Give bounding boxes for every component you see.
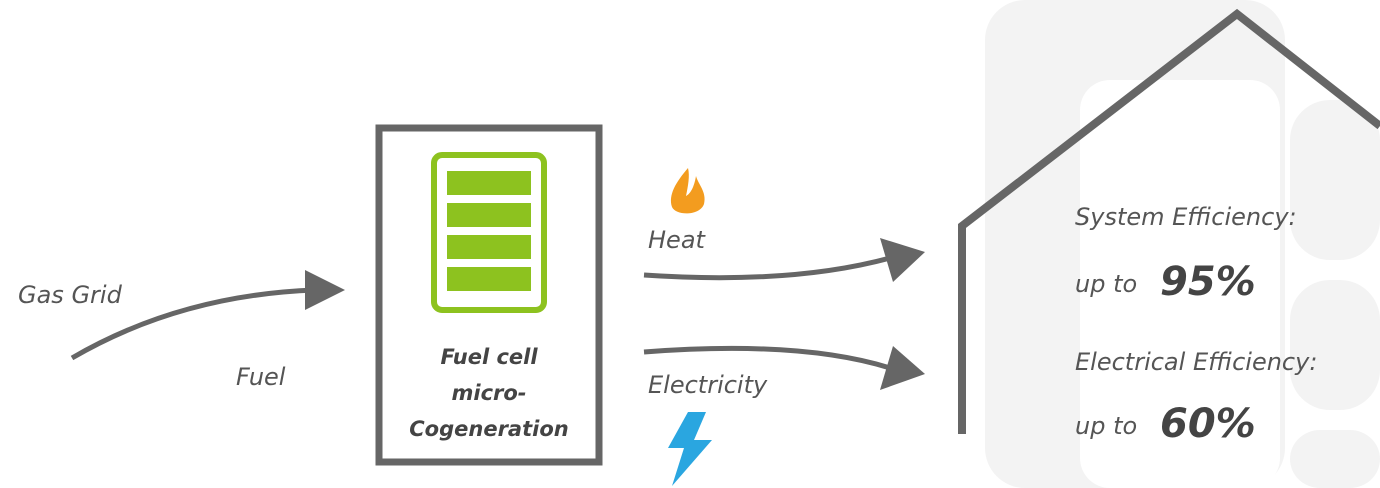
background-shapes <box>985 0 1380 488</box>
gas-grid-label: Gas Grid <box>18 281 123 309</box>
electrical-prefix: up to <box>1075 412 1137 440</box>
system-value: 95% <box>1160 259 1256 305</box>
system-label: System Efficiency: <box>1075 203 1297 231</box>
unit-label: Cogeneration <box>409 417 568 441</box>
unit-label: micro- <box>451 381 526 405</box>
gas-arrow <box>70 270 345 361</box>
electrical-value: 60% <box>1160 401 1256 447</box>
system-prefix: up to <box>1075 270 1137 298</box>
flame-icon <box>670 168 705 214</box>
heat-label: Heat <box>648 226 707 254</box>
fuel-cell-icon <box>431 152 547 313</box>
electrical-label: Electrical Efficiency: <box>1075 348 1317 376</box>
unit-label: Fuel cell <box>440 345 538 369</box>
unit-box <box>375 124 603 466</box>
fuel-label: Fuel <box>236 363 286 391</box>
lightning-icon <box>668 412 712 486</box>
heat-arrow <box>643 238 925 282</box>
electricity-label: Electricity <box>648 371 768 399</box>
house-outline <box>958 8 1380 434</box>
electricity-arrow <box>643 345 925 390</box>
